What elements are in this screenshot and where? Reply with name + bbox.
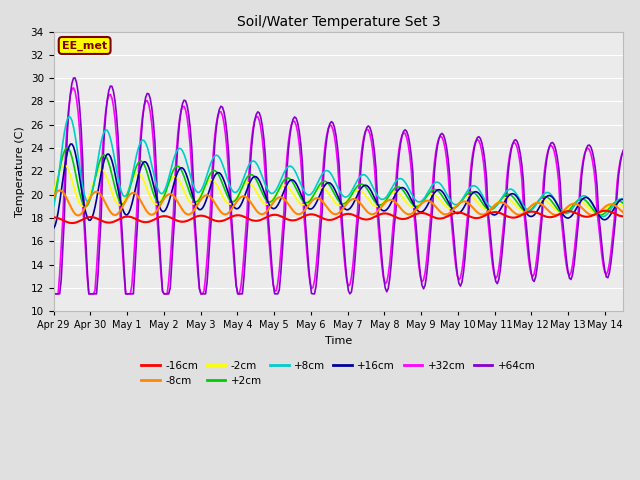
-16cm — [145, 219, 152, 225]
Line: -8cm: -8cm — [54, 191, 623, 216]
+8cm — [469, 183, 477, 189]
-8cm — [244, 196, 252, 202]
+64cm — [243, 229, 251, 235]
-2cm — [610, 200, 618, 206]
+32cm — [70, 85, 77, 91]
-2cm — [593, 210, 601, 216]
-8cm — [125, 193, 132, 199]
-2cm — [469, 195, 477, 201]
+2cm — [610, 200, 618, 206]
+2cm — [596, 212, 604, 218]
+2cm — [243, 175, 251, 180]
-2cm — [145, 191, 152, 196]
-16cm — [469, 215, 477, 220]
+64cm — [609, 246, 616, 252]
+8cm — [124, 191, 131, 197]
+8cm — [620, 197, 627, 203]
-16cm — [620, 214, 627, 219]
-2cm — [124, 190, 131, 196]
+32cm — [341, 266, 349, 272]
+8cm — [145, 149, 152, 155]
+32cm — [124, 291, 131, 297]
+32cm — [50, 291, 58, 297]
Line: -2cm: -2cm — [54, 165, 623, 213]
-8cm — [50, 194, 58, 200]
+2cm — [620, 201, 627, 206]
+8cm — [600, 214, 607, 219]
+32cm — [243, 210, 251, 216]
+8cm — [610, 202, 618, 207]
+16cm — [243, 187, 251, 192]
-8cm — [610, 202, 618, 208]
+64cm — [145, 91, 152, 97]
+16cm — [620, 196, 627, 202]
-2cm — [620, 204, 627, 210]
-16cm — [50, 215, 58, 220]
-2cm — [341, 200, 349, 205]
+2cm — [145, 175, 152, 180]
+2cm — [469, 189, 477, 195]
+16cm — [341, 206, 349, 212]
+8cm — [341, 194, 349, 200]
-16cm — [341, 211, 349, 217]
+2cm — [124, 194, 131, 200]
-16cm — [601, 208, 609, 214]
Line: +8cm: +8cm — [54, 117, 623, 216]
-8cm — [56, 188, 63, 193]
-16cm — [610, 210, 618, 216]
+32cm — [145, 101, 152, 107]
+32cm — [609, 235, 616, 240]
-8cm — [343, 201, 351, 206]
+16cm — [145, 165, 152, 170]
-16cm — [68, 220, 76, 226]
X-axis label: Time: Time — [324, 336, 352, 346]
Legend: -16cm, -8cm, -2cm, +2cm, +8cm, +16cm, +32cm, +64cm: -16cm, -8cm, -2cm, +2cm, +8cm, +16cm, +3… — [138, 357, 540, 390]
+2cm — [341, 200, 349, 206]
Text: EE_met: EE_met — [62, 40, 107, 50]
-8cm — [147, 212, 154, 217]
+64cm — [124, 291, 131, 297]
Line: +2cm: +2cm — [54, 148, 623, 215]
+16cm — [124, 212, 131, 218]
+64cm — [71, 75, 79, 81]
+2cm — [63, 145, 71, 151]
-8cm — [470, 206, 478, 212]
+64cm — [469, 156, 477, 161]
+16cm — [609, 209, 616, 215]
+64cm — [341, 259, 349, 265]
-8cm — [620, 210, 627, 216]
+2cm — [50, 198, 58, 204]
-2cm — [50, 189, 58, 195]
Title: Soil/Water Temperature Set 3: Soil/Water Temperature Set 3 — [237, 15, 440, 29]
-16cm — [243, 215, 251, 221]
-8cm — [74, 213, 82, 218]
-2cm — [60, 162, 68, 168]
+8cm — [243, 166, 251, 172]
-16cm — [124, 214, 131, 219]
+16cm — [50, 226, 58, 231]
Line: -16cm: -16cm — [54, 211, 623, 223]
+64cm — [620, 147, 627, 153]
+16cm — [68, 141, 76, 147]
+16cm — [469, 190, 477, 196]
Line: +16cm: +16cm — [54, 144, 623, 228]
+32cm — [620, 149, 627, 155]
+8cm — [50, 204, 58, 209]
+32cm — [469, 151, 477, 156]
-2cm — [243, 180, 251, 186]
+8cm — [65, 114, 73, 120]
+64cm — [50, 291, 58, 297]
Line: +64cm: +64cm — [54, 78, 623, 294]
Y-axis label: Temperature (C): Temperature (C) — [15, 126, 25, 217]
Line: +32cm: +32cm — [54, 88, 623, 294]
